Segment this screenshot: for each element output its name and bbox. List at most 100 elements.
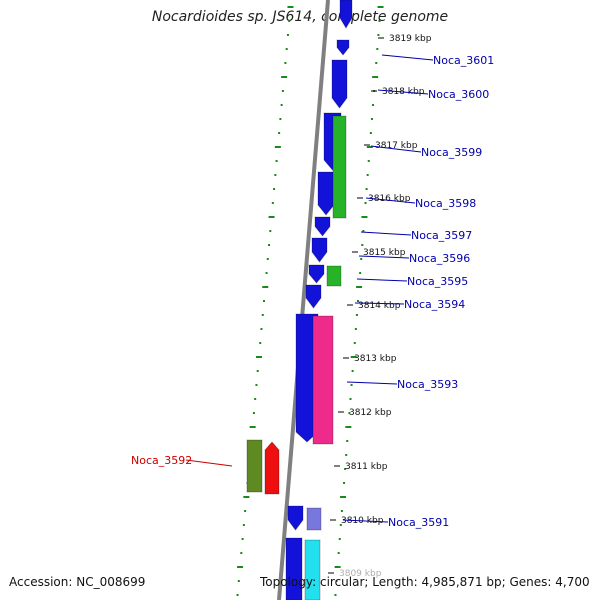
- genome-title: Nocardioides sp. JS614, complete genome: [151, 9, 449, 25]
- gene-labels: Noca_3601 Noca_3600 Noca_3599 Noca_3598 Noca…: [131, 54, 494, 529]
- track-dot: [263, 300, 265, 302]
- track-dot: [268, 216, 275, 218]
- track-dot: [377, 6, 384, 8]
- track-dot: [360, 258, 363, 260]
- gene-block: [332, 115, 347, 219]
- kbp-tick-label: 3814 kbp: [358, 301, 401, 311]
- kbp-tick-label: 3813 kbp: [354, 354, 397, 364]
- track-dot: [273, 188, 276, 190]
- track-dot: [375, 62, 378, 64]
- track-dot: [350, 384, 353, 386]
- gene-label-leader: [342, 519, 389, 523]
- gene-block: [312, 315, 334, 445]
- track-dot: [339, 496, 346, 498]
- track-dot: [346, 440, 349, 442]
- gene-label: Noca_3601: [433, 54, 494, 67]
- gene-label-leader: [381, 54, 434, 61]
- track-dot: [366, 174, 369, 176]
- gene-block: [285, 537, 303, 600]
- track-dot: [364, 202, 367, 204]
- track-dot: [236, 594, 239, 596]
- gene-label-leader: [185, 459, 233, 467]
- track-dot: [240, 552, 243, 554]
- track-dot: [249, 426, 256, 428]
- gene-label-leader: [377, 89, 429, 95]
- gene-label: Noca_3595: [407, 275, 468, 288]
- kbp-tick-label: 3815 kbp: [363, 248, 406, 258]
- track-dot: [338, 538, 341, 540]
- track-dot: [359, 272, 362, 274]
- track-dot: [349, 398, 352, 400]
- track-dot: [361, 244, 364, 246]
- track-dot: [255, 384, 258, 386]
- track-dot: [357, 300, 359, 302]
- track-dot: [279, 118, 282, 120]
- gene-block: [306, 507, 322, 531]
- track-dot: [244, 510, 247, 512]
- gene-label: Noca_3599: [421, 146, 482, 159]
- track-dot: [241, 538, 244, 540]
- gene-arrow: [339, 0, 353, 29]
- accession-text: Accession: NC_008699: [9, 575, 146, 589]
- kbp-tick-label: 3817 kbp: [375, 141, 418, 151]
- gene-arrow: [305, 284, 322, 309]
- gene-label: Noca_3598: [415, 197, 476, 210]
- track-dot: [378, 20, 381, 22]
- track-dot: [354, 328, 357, 330]
- track-dot: [344, 468, 347, 470]
- track-dot: [369, 132, 372, 134]
- track-dot: [334, 594, 337, 596]
- gene-label: Noca_3593: [397, 378, 458, 391]
- gene-label: Noca_3594: [404, 298, 465, 311]
- gene-label-leader: [346, 381, 398, 385]
- track-dot: [265, 272, 268, 274]
- track-dot: [286, 34, 289, 36]
- track-dot: [351, 370, 354, 372]
- track-dot: [372, 104, 375, 106]
- gene-label-leader: [370, 145, 422, 153]
- kbp-tick-label: 3809 kbp: [339, 569, 382, 579]
- track-dot: [348, 412, 351, 414]
- track-dot: [365, 188, 368, 190]
- track-dot: [278, 132, 281, 134]
- track-dot: [366, 146, 373, 148]
- gene-features: [246, 0, 353, 600]
- track-dot: [269, 230, 272, 232]
- gene-block: [326, 265, 342, 287]
- gene-arrow: [336, 39, 350, 56]
- track-dot: [345, 454, 348, 456]
- track-dot: [284, 62, 287, 64]
- gene-block: [246, 439, 263, 493]
- gene-label-leader: [356, 278, 408, 282]
- track-dot: [274, 174, 277, 176]
- track-dot: [372, 76, 379, 78]
- track-dot: [287, 6, 294, 8]
- track-dot: [377, 34, 380, 36]
- track-dot: [356, 286, 363, 288]
- track-dot: [259, 342, 262, 344]
- track-dot: [260, 328, 263, 330]
- gene-arrow: [314, 216, 331, 237]
- track-dot: [275, 160, 278, 162]
- track-dot: [281, 90, 284, 92]
- gene-label-leader: [360, 231, 412, 236]
- kbp-tick-label: 3819 kbp: [389, 34, 432, 44]
- track-dot: [340, 510, 343, 512]
- track-dot: [353, 342, 356, 344]
- track-dot: [252, 412, 255, 414]
- track-dot: [254, 398, 257, 400]
- track-dot: [376, 48, 379, 50]
- gene-label: Noca_3591: [388, 516, 449, 529]
- track-dot: [339, 524, 342, 526]
- track-dot: [237, 580, 240, 582]
- track-dot: [242, 524, 245, 526]
- track-dot: [274, 146, 281, 148]
- track-dot: [355, 314, 358, 316]
- gene-label-leader: [358, 255, 410, 259]
- track-dot: [266, 258, 269, 260]
- track-dot: [280, 104, 283, 106]
- gene-arrow: [295, 313, 319, 443]
- gene-arrow: [287, 505, 304, 531]
- track-dot: [268, 244, 271, 246]
